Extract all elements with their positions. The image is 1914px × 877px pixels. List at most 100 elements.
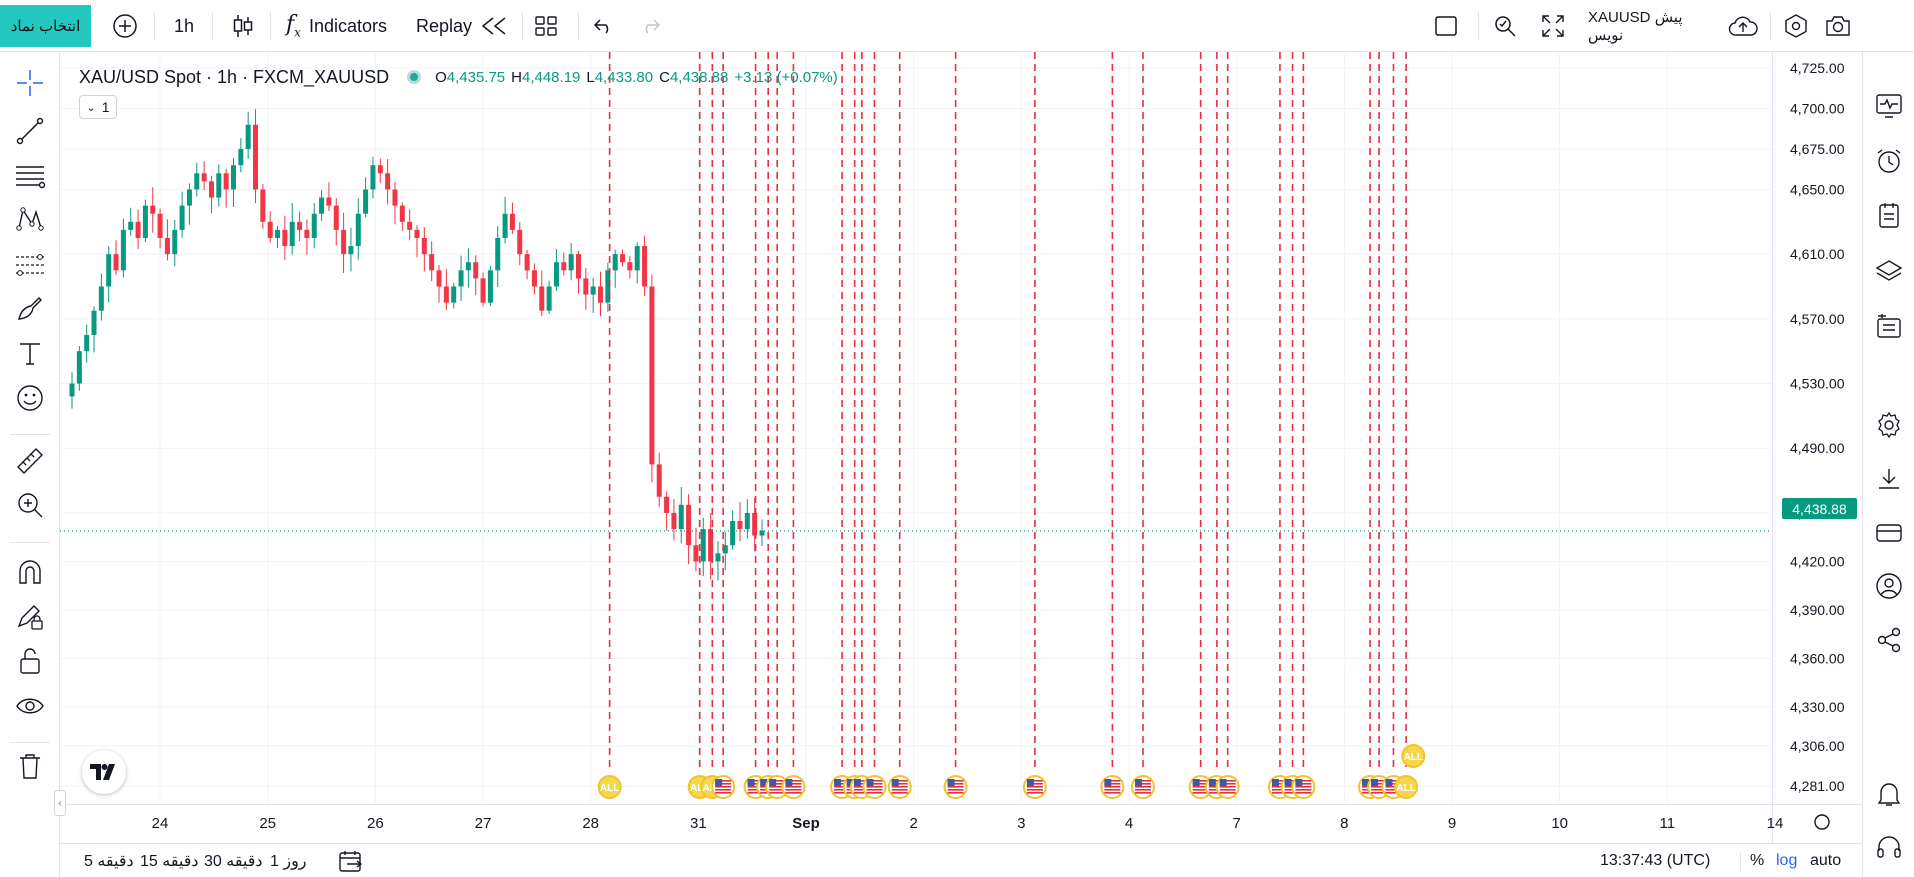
event-marker-all[interactable]: ALL [597,775,622,799]
layout-name-label[interactable]: XAUUSD پیش نویس [1588,9,1683,44]
event-marker-us[interactable] [711,775,736,799]
settings-button[interactable] [1870,406,1908,444]
hide-drawings-tool[interactable] [10,686,50,726]
lock-drawings-tool[interactable] [10,641,50,681]
candle-body [759,530,765,536]
prediction-tool[interactable] [10,244,50,284]
download-button[interactable] [1870,460,1908,498]
remove-drawings-tool[interactable] [10,746,50,786]
indicators-label: Indicators [308,15,387,36]
snapshot-button[interactable] [1822,0,1854,52]
magnet-tool[interactable] [10,552,50,592]
text-icon [20,343,40,365]
candle-body [715,553,721,562]
candle-body [385,173,391,190]
symbol-search-button[interactable]: انتخاب نماد [0,5,91,47]
zoom-tool[interactable] [10,485,50,525]
range-15m-button[interactable]: 15 دقیقه [140,853,199,870]
trend-line-tool[interactable] [10,111,50,151]
axis-settings-icon[interactable] [1814,814,1830,830]
percent-scale-toggle[interactable]: % [1750,852,1765,869]
auto-scale-toggle[interactable]: auto [1810,852,1842,869]
event-marker-us[interactable] [765,775,790,799]
collapse-toolbar-button[interactable]: ‹ [54,790,66,816]
notifications-button[interactable] [1870,775,1908,813]
legend-collapse-button[interactable]: ⌄ 1 [79,95,117,119]
indicators-button[interactable]: fx Indicators [286,0,404,52]
event-marker-us[interactable] [943,775,968,799]
emoji-tool[interactable] [10,378,50,418]
pencil-lock-icon [17,605,43,630]
settings-hex-button[interactable] [1780,0,1812,52]
candle-body [377,165,383,174]
event-marker-us[interactable] [1215,775,1240,799]
event-marker-us[interactable] [862,775,887,799]
layers-icon [1875,260,1903,281]
price-tick-label: 4,360.00 [1790,650,1845,666]
time-tick-label: 24 [152,815,169,832]
candle-body [326,197,332,206]
candle-body [113,254,119,271]
high-value: H4,448.19 [511,68,581,86]
crosshair-tool[interactable] [10,63,50,103]
last-price-label: 4,438.88 [1782,498,1857,519]
notes-button[interactable] [1870,196,1908,234]
event-marker-us[interactable] [1022,775,1047,799]
square-icon [1435,16,1457,36]
fib-tool[interactable] [10,156,50,196]
candle-body [649,286,655,465]
support-button[interactable] [1870,828,1908,866]
range-30m-button[interactable]: 30 دقیقه [204,853,263,870]
range-1d-button[interactable]: 1 روز [270,853,307,870]
quick-search-button[interactable] [1490,0,1520,52]
compare-symbol-button[interactable] [108,0,142,52]
top-toolbar: انتخاب نماد 1h fx Indicators Replay [0,0,1914,52]
share-button[interactable] [1870,621,1908,659]
candle-body [106,254,112,287]
price-tick-label: 4,420.00 [1790,553,1845,569]
candle-body [135,221,141,238]
stay-drawing-tool[interactable] [10,597,50,637]
fullscreen-button[interactable] [1538,0,1568,52]
price-tick-label: 4,490.00 [1790,440,1845,456]
range-5m-button[interactable]: 5 دقیقه [84,853,134,870]
goto-date-button[interactable] [338,844,364,877]
brush-icon [18,297,42,320]
price-tick-label: 4,650.00 [1790,181,1845,197]
event-marker-us[interactable] [1291,775,1316,799]
layout-button[interactable] [532,0,560,52]
redo-button[interactable] [636,0,664,52]
clock-label[interactable]: 13:37:43 (UTC) [1600,852,1711,869]
profile-button[interactable] [1870,567,1908,605]
candle-body [561,262,567,271]
alerts-button[interactable] [1870,142,1908,180]
news-button[interactable] [1870,308,1908,346]
event-marker-us[interactable] [1100,775,1125,799]
event-marker-all[interactable]: ALL [1394,775,1419,799]
symbol-title[interactable]: XAU/USD Spot · 1h · FXCM_XAUUSD [79,66,390,87]
event-marker-us[interactable] [887,775,912,799]
undo-button[interactable] [590,0,618,52]
event-marker-us[interactable] [781,775,806,799]
chart-type-button[interactable] [228,0,258,52]
brush-tool[interactable] [10,288,50,328]
price-tick-label: 4,306.00 [1790,738,1845,754]
interval-button[interactable]: 1h [173,15,195,36]
event-marker-us[interactable] [1131,775,1156,799]
object-tree-button[interactable] [1870,252,1908,290]
watchlist-button[interactable] [1870,87,1908,125]
event-marker-all-upper[interactable] [1401,744,1426,768]
text-tool[interactable] [10,333,50,373]
broker-button[interactable] [1870,514,1908,552]
tradingview-logo[interactable] [82,750,126,794]
pattern-tool[interactable] [10,199,50,239]
drawing-toolbar [0,52,60,877]
headset-icon [1877,836,1901,858]
fullscreen-select-button[interactable] [1432,0,1460,52]
measure-tool[interactable] [10,441,50,481]
replay-button[interactable]: Replay [416,0,512,52]
save-cloud-button[interactable] [1726,0,1760,52]
market-status-dot[interactable] [407,70,422,84]
log-scale-toggle[interactable]: log [1776,852,1798,869]
